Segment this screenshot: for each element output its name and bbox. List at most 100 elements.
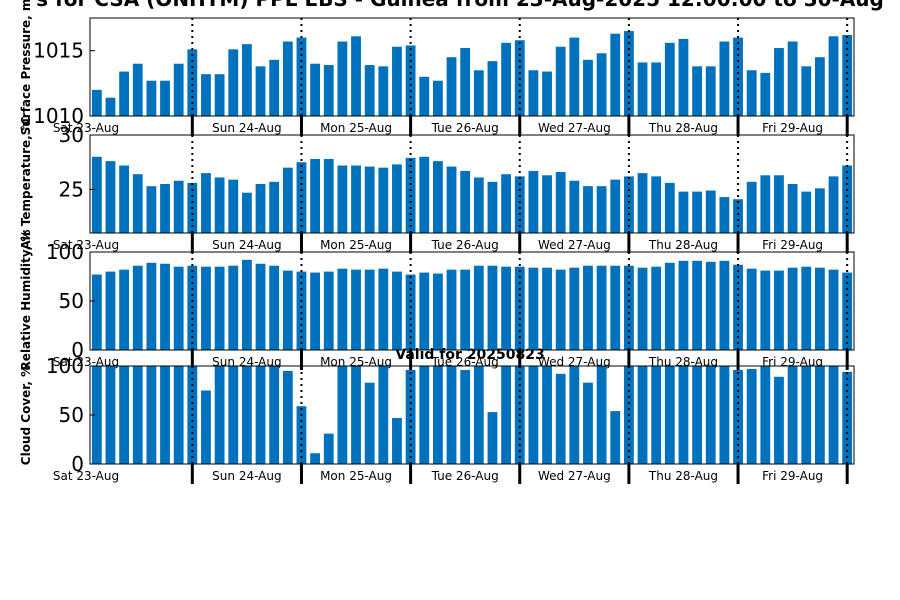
bar (337, 165, 348, 233)
bar (528, 170, 539, 233)
bar (310, 272, 321, 350)
x-tick-label: Fri 29-Aug (762, 469, 823, 483)
bar (119, 366, 130, 464)
bar (760, 270, 771, 350)
bar (296, 271, 307, 350)
bar (214, 177, 225, 233)
bar (692, 66, 703, 116)
x-tick-label: Wed 27-Aug (538, 238, 611, 252)
bar (828, 176, 839, 233)
panel-4: 0 50 100 Sat 23-Aug Sun 24-Aug Mon 25-Aug Tue … (19, 354, 855, 484)
bar (419, 272, 430, 350)
bar (678, 38, 689, 116)
bar (473, 265, 484, 350)
bar (542, 366, 552, 464)
bar (596, 186, 607, 233)
bar (501, 174, 512, 233)
bar (719, 197, 730, 233)
bar (201, 173, 211, 233)
bar (487, 412, 498, 464)
bar (337, 41, 348, 116)
bar (364, 65, 375, 116)
x-tick-label: Fri 29-Aug (762, 121, 823, 135)
bar (774, 48, 784, 116)
bar (746, 70, 757, 116)
x-tick-label: Mon 25-Aug (320, 238, 392, 252)
bar (214, 366, 225, 464)
bar (269, 366, 280, 464)
bar (814, 188, 825, 233)
bar (610, 265, 621, 350)
bar (842, 34, 853, 116)
bar (664, 42, 675, 116)
bar (651, 62, 662, 116)
bar (378, 366, 389, 464)
y-tick-label: 1010 (33, 104, 84, 128)
bar (814, 366, 825, 464)
bar (719, 260, 730, 350)
bar (774, 376, 784, 464)
bar (801, 366, 812, 464)
bar (569, 180, 580, 233)
bar (392, 271, 402, 350)
bar (91, 366, 102, 464)
x-tick-label: Tue 26-Aug (431, 469, 499, 483)
bar (678, 366, 689, 464)
bar (364, 166, 375, 233)
bar (583, 265, 593, 350)
bar (473, 177, 484, 233)
bar (201, 266, 211, 350)
bar (296, 162, 307, 233)
bar (241, 366, 252, 464)
bar (214, 74, 225, 116)
bar (692, 260, 703, 350)
x-tick-label: Thu 28-Aug (648, 121, 718, 135)
bar (473, 366, 484, 464)
bar (651, 366, 662, 464)
bar (719, 41, 730, 116)
bar (623, 176, 634, 233)
bar (446, 57, 457, 116)
y-axis-label: Surface Pressure, m (19, 0, 33, 135)
bar (733, 199, 743, 233)
x-tick-label: Thu 28-Aug (648, 238, 718, 252)
bar (596, 366, 607, 464)
bar (610, 33, 621, 116)
bar (364, 382, 375, 464)
x-tick-label: Sat 23-Aug (53, 238, 119, 252)
bar (814, 57, 825, 116)
bar (201, 390, 211, 464)
bar (664, 262, 675, 350)
bar (583, 59, 593, 116)
bar (105, 97, 116, 116)
bar (255, 66, 266, 116)
bar (501, 266, 512, 350)
bar (446, 166, 457, 233)
bar (501, 366, 512, 464)
bar (378, 268, 389, 350)
bar (310, 158, 321, 233)
bar (310, 453, 321, 464)
bar (705, 66, 716, 116)
bar (733, 369, 743, 464)
y-tick-label: 25 (59, 177, 84, 201)
bar (501, 42, 512, 116)
x-tick-label: Wed 27-Aug (538, 121, 611, 135)
panel-1: 1010 1015 Sat 23-Aug Sun 24-Aug Mon 25-Aug Tu… (19, 0, 855, 136)
bar (173, 266, 184, 350)
bar (160, 184, 170, 233)
bar (132, 174, 143, 233)
bar (487, 61, 498, 116)
bar (132, 265, 143, 350)
x-tick-label: Mon 25-Aug (320, 121, 392, 135)
bar (119, 269, 130, 350)
bar (555, 269, 566, 350)
x-tick-label: Fri 29-Aug (762, 238, 823, 252)
bar (514, 266, 525, 350)
bar (241, 259, 252, 350)
bar (91, 274, 102, 350)
bar (132, 63, 143, 116)
bar (664, 366, 675, 464)
bar (405, 369, 416, 464)
y-tick-label: 30 (59, 123, 84, 147)
